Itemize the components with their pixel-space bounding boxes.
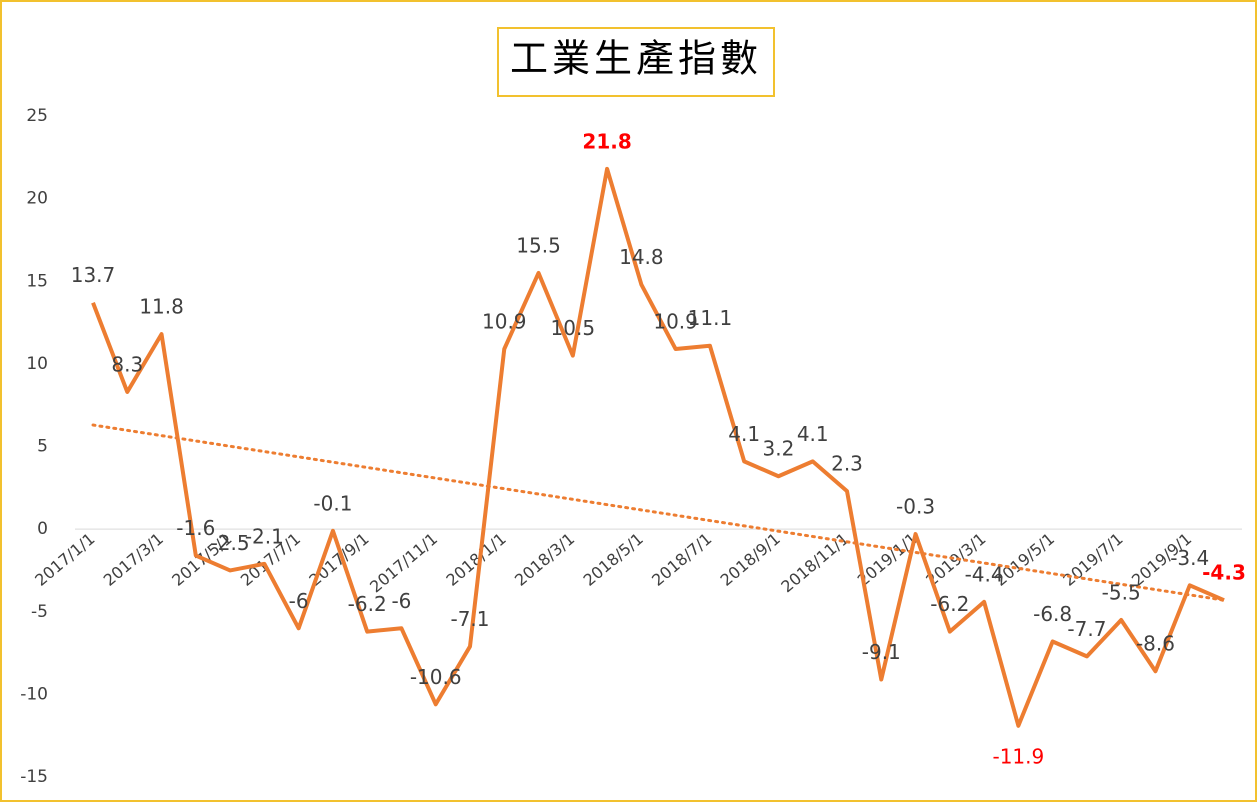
data-label: 14.8 <box>619 245 664 269</box>
series-line <box>91 166 1225 728</box>
data-label: -5.5 <box>1102 581 1141 605</box>
trendline <box>91 423 1226 602</box>
chart-title: 工業生產指數 <box>510 37 762 81</box>
data-label: 2.3 <box>831 452 863 476</box>
data-label: -11.9 <box>992 744 1044 768</box>
data-label: -2.5 <box>211 531 250 555</box>
data-label: 11.8 <box>139 295 184 319</box>
data-label: -1.6 <box>176 516 215 540</box>
title-box <box>497 27 775 97</box>
data-label: -0.3 <box>896 495 935 519</box>
y-tick-label: 10 <box>26 354 48 374</box>
data-label: 10.9 <box>653 310 698 334</box>
data-label: -7.1 <box>450 607 489 631</box>
data-label: 8.3 <box>111 352 143 376</box>
data-label: 10.5 <box>551 316 596 340</box>
data-label: -4.3 <box>1202 561 1246 585</box>
data-label: 13.7 <box>71 263 116 287</box>
data-label: -6 <box>391 589 411 613</box>
data-label: -7.7 <box>1067 617 1106 641</box>
data-label: -2.1 <box>245 524 284 548</box>
data-label: -8.6 <box>1136 632 1175 656</box>
data-label: 10.9 <box>482 310 527 334</box>
data-label: 3.2 <box>763 437 795 461</box>
y-tick-label: 5 <box>37 437 48 457</box>
data-label: 4.1 <box>797 422 829 446</box>
data-label: -0.1 <box>313 491 352 515</box>
y-tick-label: 0 <box>37 519 48 539</box>
data-label: -4.4 <box>965 562 1004 586</box>
data-label: -3.4 <box>1170 546 1209 570</box>
y-tick-label: -5 <box>31 602 48 622</box>
y-tick-label: 15 <box>26 271 48 291</box>
data-label: -6.2 <box>930 592 969 616</box>
data-label: -6 <box>289 589 309 613</box>
data-label: 11.1 <box>688 306 733 330</box>
y-tick-label: -10 <box>20 684 48 704</box>
y-tick-label: -15 <box>20 767 48 787</box>
y-tick-label: 20 <box>26 189 48 209</box>
data-label: -9.1 <box>862 640 901 664</box>
y-tick-label: 25 <box>26 106 48 126</box>
data-label: 4.1 <box>728 422 760 446</box>
data-label: -10.6 <box>410 665 462 689</box>
data-label: 15.5 <box>516 233 561 257</box>
data-label: -6.2 <box>348 592 387 616</box>
data-label: -6.8 <box>1033 602 1072 626</box>
data-label: 21.8 <box>582 129 631 153</box>
